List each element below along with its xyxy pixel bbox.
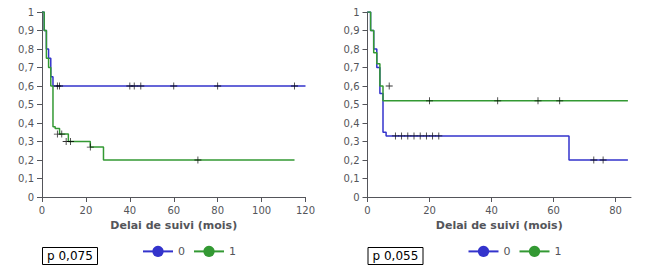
svg-text:0,4: 0,4 [344,118,360,129]
svg-text:0,6: 0,6 [344,81,360,92]
svg-text:20: 20 [423,205,436,216]
svg-text:80: 80 [211,205,224,216]
svg-text:0: 0 [364,205,370,216]
svg-text:0,3: 0,3 [18,136,34,147]
svg-text:0,9: 0,9 [344,25,360,36]
svg-text:0,7: 0,7 [18,62,34,73]
svg-text:40: 40 [485,205,498,216]
svg-text:20: 20 [80,205,93,216]
svg-text:0,2: 0,2 [344,155,360,166]
svg-text:0,7: 0,7 [344,62,360,73]
svg-text:100: 100 [252,205,271,216]
svg-text:1: 1 [229,245,236,258]
svg-text:60: 60 [167,205,180,216]
svg-text:1: 1 [353,7,359,18]
svg-text:80: 80 [609,205,622,216]
svg-text:p 0,075: p 0,075 [47,249,93,263]
svg-text:Delai de suivi (mois): Delai de suivi (mois) [436,219,563,232]
svg-text:0: 0 [28,192,34,203]
svg-text:0,1: 0,1 [344,173,360,184]
svg-text:0,2: 0,2 [18,155,34,166]
svg-text:0,9: 0,9 [18,25,34,36]
svg-text:p 0,055: p 0,055 [373,249,419,263]
svg-text:Delai de suivi (mois): Delai de suivi (mois) [110,219,237,232]
svg-text:0,4: 0,4 [18,118,34,129]
svg-text:1: 1 [28,7,34,18]
svg-text:0: 0 [504,245,511,258]
svg-text:0: 0 [353,192,359,203]
svg-text:0,6: 0,6 [18,81,34,92]
svg-text:0: 0 [178,245,185,258]
svg-text:60: 60 [547,205,560,216]
svg-text:0,8: 0,8 [344,44,360,55]
svg-text:0,5: 0,5 [18,99,34,110]
svg-text:0,8: 0,8 [18,44,34,55]
svg-text:40: 40 [123,205,136,216]
svg-text:0,3: 0,3 [344,136,360,147]
svg-text:0,1: 0,1 [18,173,34,184]
svg-text:1: 1 [554,245,561,258]
svg-text:0,5: 0,5 [344,99,360,110]
svg-text:120: 120 [296,205,315,216]
svg-text:0: 0 [39,205,45,216]
